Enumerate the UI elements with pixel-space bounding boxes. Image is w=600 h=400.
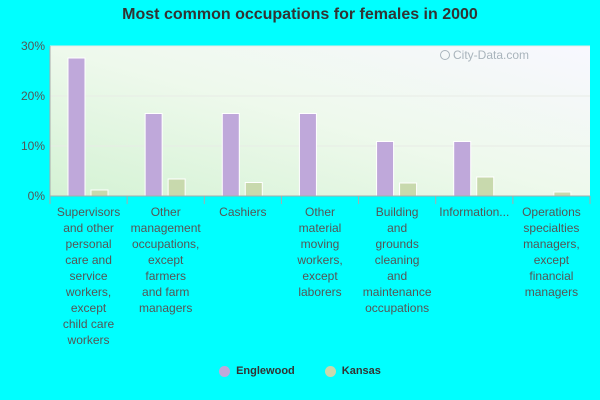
x-category-label-line: Other (304, 205, 335, 219)
x-category-label-line: Information... (439, 205, 510, 219)
legend-swatch-englewood (219, 365, 231, 377)
y-tick-label: 0% (28, 189, 46, 203)
x-category-label-line: Supervisors (56, 205, 121, 219)
x-category-label-line: personal (65, 237, 112, 251)
x-category-label-line: occupations (365, 301, 430, 315)
x-category-label-line: farmers (145, 269, 187, 283)
bar-kansas (90, 189, 109, 197)
x-category-label-line: and farm (142, 285, 190, 299)
x-category-label-line: managers (139, 301, 193, 315)
x-category-label-line: moving (300, 237, 340, 251)
bar-kansas (476, 176, 495, 197)
x-category-label-line: child care (62, 317, 115, 331)
x-category-label: Operations specialties managers, except fina… (513, 204, 589, 300)
chart-title: Most common occupations for females in 2… (122, 6, 478, 23)
y-tick-label: 20% (21, 89, 45, 103)
x-category-label-line: workers (67, 333, 110, 347)
bar-englewood (376, 141, 395, 197)
x-category-label-line: and (387, 221, 408, 235)
x-category-label-line: care and (65, 253, 112, 267)
legend-label-englewood: Englewood (236, 365, 295, 377)
bar-englewood (453, 141, 472, 197)
x-category-label: Cashiers (205, 204, 281, 220)
x-category-label: Other material moving workers, except laborer… (282, 204, 358, 300)
bar-kansas (244, 182, 263, 197)
x-category-label-line: except (533, 253, 570, 267)
x-category-label-line: and (387, 269, 408, 283)
x-category-label-line: financial (529, 269, 574, 283)
bar-englewood (298, 113, 317, 197)
x-category-label-line: specialties (523, 221, 580, 235)
x-category-label-line: maintenance (362, 285, 432, 299)
x-category-label-line: and other (63, 221, 114, 235)
x-category-label-line: grounds (375, 237, 419, 251)
x-category-label: Building and grounds cleaning and maintenance… (359, 204, 435, 316)
x-category-label-line: except (302, 269, 338, 283)
x-category-label-line: cleaning (374, 253, 420, 267)
x-category-label-line: Cashiers (219, 205, 267, 219)
x-category-label: Supervisors and other personal care and serv… (51, 204, 127, 348)
watermark-text: City-Data.com (453, 48, 530, 62)
x-category-label-line: Operations (522, 205, 581, 219)
legend: Englewood Kansas (0, 365, 600, 377)
x-category-label-line: occupations, (132, 237, 200, 251)
bar-englewood (67, 57, 86, 197)
x-category-label-line: material (298, 221, 342, 235)
watermark: City-Data.com (440, 48, 529, 62)
legend-swatch-kansas (324, 365, 336, 377)
bar-kansas (553, 191, 572, 197)
x-category-label-line: service (69, 269, 108, 283)
x-category-label-line: except (70, 301, 107, 315)
bar-englewood (144, 113, 163, 197)
plot-area (50, 46, 590, 196)
x-category-label-line: workers, (297, 253, 343, 267)
x-category-label-line: managers, (523, 237, 580, 251)
y-tick-label: 10% (21, 139, 45, 153)
bar-kansas (167, 178, 186, 197)
search-icon (440, 50, 450, 60)
x-category-label-line: Building (375, 205, 419, 219)
bar-englewood (221, 113, 240, 197)
x-category-label-line: Other (150, 205, 181, 219)
x-category-label-line: workers, (65, 285, 112, 299)
x-category-label: Information... (436, 204, 512, 220)
legend-item-kansas: Kansas (324, 365, 381, 377)
x-category-label: Other management occupations, except farmers… (128, 204, 204, 316)
legend-item-englewood: Englewood (219, 365, 295, 377)
x-category-label-line: laborers (298, 285, 342, 299)
x-category-label-line: management (130, 221, 201, 235)
x-category-label-line: managers (524, 285, 579, 299)
y-tick-label: 30% (21, 39, 45, 53)
legend-label-kansas: Kansas (341, 365, 381, 377)
x-category-label-line: except (148, 253, 184, 267)
bar-kansas (399, 182, 418, 197)
